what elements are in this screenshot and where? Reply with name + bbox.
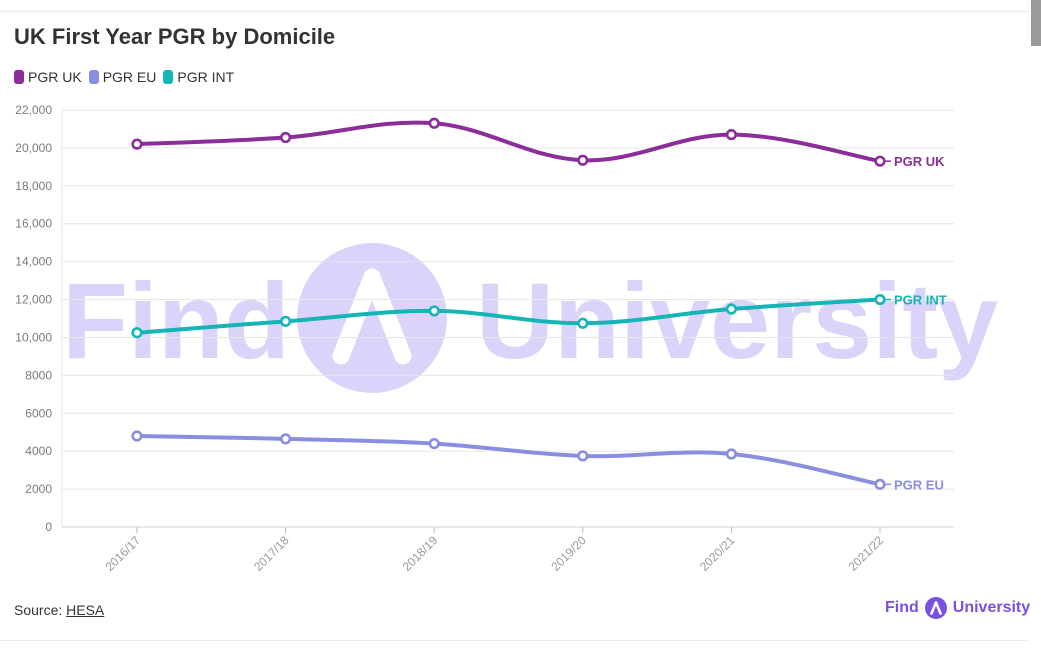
series-line-pgr-int (135, 297, 882, 335)
data-point-pgr-uk-5[interactable] (874, 155, 886, 167)
end-label-pgr-int: PGR INT (894, 293, 947, 308)
series-line-pgr-uk (135, 120, 882, 164)
y-tick-label-6000: 6000 (25, 406, 52, 420)
source-note: Source: HESA (14, 602, 104, 618)
x-tick-label-1: 2017/18 (251, 533, 292, 574)
y-tick-label-0: 0 (45, 520, 52, 534)
data-point-pgr-eu-4[interactable] (725, 448, 738, 460)
data-point-pgr-int-0[interactable] (131, 327, 143, 339)
watermark-text-left: Find (62, 260, 290, 381)
legend-swatch-pgr-int (163, 70, 174, 84)
x-tick-label-2: 2018/19 (400, 533, 441, 574)
legend-label-pgr-uk: PGR UK (28, 69, 82, 85)
y-tick-label-16000: 16,000 (15, 217, 52, 231)
source-label: Source: (14, 602, 67, 618)
y-tick-label-14000: 14,000 (15, 255, 52, 269)
source-link-hesa[interactable]: HESA (66, 602, 105, 618)
legend-swatch-pgr-uk (14, 70, 24, 84)
data-point-pgr-eu-2[interactable] (428, 438, 440, 450)
series-line-pgr-eu (135, 434, 882, 487)
chart-legend: PGR UK PGR EU PGR INT (14, 69, 234, 85)
brand-logo-icon (924, 597, 947, 619)
data-point-pgr-uk-0[interactable] (131, 138, 143, 150)
data-point-pgr-int-5[interactable] (874, 293, 886, 306)
x-tick-label-5: 2021/22 (846, 533, 887, 574)
end-label-pgr-uk: PGR UK (894, 154, 945, 169)
data-point-pgr-eu-1[interactable] (280, 433, 292, 445)
y-tick-label-18000: 18,000 (15, 179, 52, 193)
y-tick-label-20000: 20,000 (15, 141, 52, 155)
x-tick-label-0: 2016/17 (103, 533, 144, 574)
bottom-divider (0, 640, 1030, 641)
legend-item-pgr-int[interactable]: PGR INT (163, 69, 234, 85)
brand-logo[interactable]: Find University (885, 597, 1030, 619)
x-tick-label-4: 2020/21 (697, 533, 738, 574)
y-tick-label-12000: 12,000 (15, 293, 52, 307)
data-point-pgr-int-1[interactable] (280, 315, 292, 327)
legend-swatch-pgr-eu (88, 70, 99, 84)
data-point-pgr-int-3[interactable] (577, 317, 589, 329)
data-point-pgr-uk-4[interactable] (725, 129, 738, 141)
top-divider (0, 11, 1030, 12)
scrollbar-handle[interactable] (1031, 0, 1041, 46)
data-point-pgr-eu-5[interactable] (874, 478, 886, 490)
data-point-pgr-int-2[interactable] (428, 305, 440, 317)
y-tick-label-22000: 22,000 (15, 103, 52, 117)
watermark: Find University (62, 243, 998, 393)
data-point-pgr-uk-1[interactable] (280, 131, 292, 144)
y-tick-label-4000: 4000 (25, 444, 52, 458)
legend-item-pgr-uk[interactable]: PGR UK (14, 69, 82, 85)
brand-text-left: Find (885, 599, 919, 616)
data-point-pgr-uk-3[interactable] (577, 154, 589, 166)
watermark-text-right: University (476, 260, 998, 381)
brand-text-right: University (952, 599, 1031, 616)
y-tick-label-10000: 10,000 (15, 330, 52, 344)
watermark-logo-glyph (332, 268, 412, 365)
y-tick-label-8000: 8000 (25, 368, 52, 382)
data-point-pgr-uk-2[interactable] (428, 117, 440, 129)
data-point-pgr-int-4[interactable] (725, 303, 738, 315)
legend-label-pgr-int: PGR INT (177, 69, 235, 85)
chart-title: UK First Year PGR by Domicile (14, 24, 336, 49)
legend-label-pgr-eu: PGR EU (102, 69, 157, 85)
x-tick-label-3: 2019/20 (548, 533, 589, 574)
data-point-pgr-eu-0[interactable] (131, 430, 143, 442)
y-tick-label-2000: 2000 (25, 482, 52, 496)
data-point-pgr-eu-3[interactable] (577, 450, 589, 462)
legend-item-pgr-eu[interactable]: PGR EU (88, 69, 157, 85)
end-label-pgr-eu: PGR EU (894, 477, 944, 492)
